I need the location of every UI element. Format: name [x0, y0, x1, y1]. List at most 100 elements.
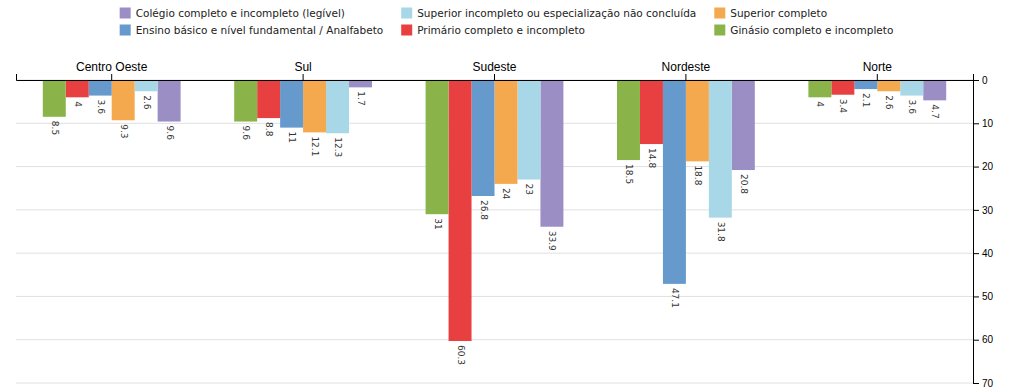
data-label: 2.6 [142, 95, 152, 110]
y-tick-label: 10 [982, 118, 994, 129]
y-tick-label: 70 [982, 378, 994, 389]
y-tick: 20 [973, 161, 994, 172]
legend-item: Ensino básico e nível fundamental / Anal… [120, 24, 384, 36]
y-axis-line [974, 81, 980, 384]
y-tick-mark [973, 80, 979, 81]
y-tick: 60 [973, 334, 994, 345]
legend-label: Ginásio completo e incompleto [730, 24, 893, 36]
bar [326, 80, 349, 133]
legend: Colégio completo e incompleto (legível) S… [120, 7, 894, 36]
legend-swatch [401, 8, 412, 19]
x-tick: Norte [863, 60, 893, 80]
bar [112, 80, 135, 120]
bar [158, 80, 181, 122]
bar [135, 80, 158, 91]
legend-swatch [401, 25, 412, 36]
bar [472, 80, 495, 196]
grid-line [16, 383, 973, 384]
bar [517, 80, 540, 180]
y-tick-mark [973, 296, 979, 297]
y-tick-label: 40 [982, 248, 994, 259]
data-label: 47.1 [670, 288, 680, 308]
data-label: 9.3 [119, 124, 129, 138]
bar [43, 80, 66, 117]
data-label: 8.8 [264, 122, 274, 137]
bar [709, 80, 732, 218]
y-tick: 30 [973, 205, 994, 216]
y-tick-mark [973, 167, 979, 168]
chart: 4.720.833.91.79.63.631.82312.32.62.618.8… [0, 0, 1013, 391]
x-tick: Sul [294, 60, 311, 80]
grid [16, 80, 973, 383]
data-label: 14.8 [647, 148, 657, 168]
bar-series [43, 80, 832, 214]
grid-line [16, 339, 973, 340]
bar [686, 80, 709, 161]
y-tick: 70 [973, 378, 994, 389]
bar [900, 80, 923, 96]
bar [877, 80, 900, 91]
data-label: 9.6 [241, 126, 251, 141]
bar-series [135, 80, 924, 218]
plot: 4.720.833.91.79.63.631.82312.32.62.618.8… [16, 60, 994, 389]
y-tick-mark [973, 340, 979, 341]
y-tick-label: 0 [982, 75, 988, 86]
x-tick-mark [877, 74, 878, 80]
bar [640, 80, 663, 144]
bar [854, 80, 877, 89]
data-label: 26.8 [479, 200, 489, 220]
x-tick-mark [111, 74, 112, 80]
data-label: 31.8 [716, 222, 726, 242]
legend-item: Superior incompleto ou especialização nã… [401, 7, 696, 19]
bar [426, 80, 449, 214]
x-tick-label: Norte [863, 60, 893, 74]
bar [540, 80, 563, 227]
y-tick: 10 [973, 118, 994, 129]
data-label: 3.6 [96, 100, 106, 115]
bar [66, 80, 89, 97]
x-tick-mark [494, 74, 495, 80]
data-label: 4 [73, 101, 83, 107]
data-label: 3.4 [838, 99, 848, 114]
bar-series [89, 80, 878, 284]
x-tick-label: Centro Oeste [76, 60, 148, 74]
data-label: 18.5 [624, 164, 634, 184]
y-tick: 0 [973, 75, 988, 86]
bars [43, 80, 946, 341]
x-tick-label: Sul [294, 60, 311, 74]
legend-item: Colégio completo e incompleto (legível) [120, 7, 345, 19]
bar [923, 80, 946, 100]
y-tick-label: 30 [982, 205, 994, 216]
grid-line [16, 209, 973, 210]
bar [234, 80, 257, 122]
legend-label: Primário completo e incompleto [417, 24, 585, 36]
bar [617, 80, 640, 160]
bar-series [158, 80, 947, 227]
y-tick-mark [973, 253, 979, 254]
legend-item: Ginásio completo e incompleto [714, 24, 893, 36]
data-label: 18.8 [693, 165, 703, 185]
legend-label: Superior completo [730, 7, 827, 19]
x-axis: Norte Nordeste Sudeste Sul Centro Oeste [17, 60, 974, 81]
bar [732, 80, 755, 170]
y-tick-mark [973, 210, 979, 211]
bar [89, 80, 112, 96]
bar [280, 80, 303, 128]
bar [257, 80, 280, 118]
x-tick: Centro Oeste [76, 60, 148, 80]
legend-label: Superior incompleto ou especialização nã… [417, 7, 696, 19]
x-tick: Sudeste [472, 60, 516, 80]
data-label: 4 [815, 101, 825, 107]
data-label: 9.6 [165, 126, 175, 141]
bar [449, 80, 472, 341]
bar [349, 80, 372, 87]
data-label: 24 [501, 188, 511, 200]
bar [303, 80, 326, 132]
data-label: 60.3 [456, 345, 466, 365]
x-tick: Nordeste [662, 60, 711, 80]
legend-item: Primário completo e incompleto [401, 24, 585, 36]
legend-label: Ensino básico e nível fundamental / Anal… [136, 24, 384, 36]
legend-item: Superior completo [714, 7, 827, 19]
data-label: 4.7 [930, 104, 940, 118]
bar [663, 80, 686, 284]
